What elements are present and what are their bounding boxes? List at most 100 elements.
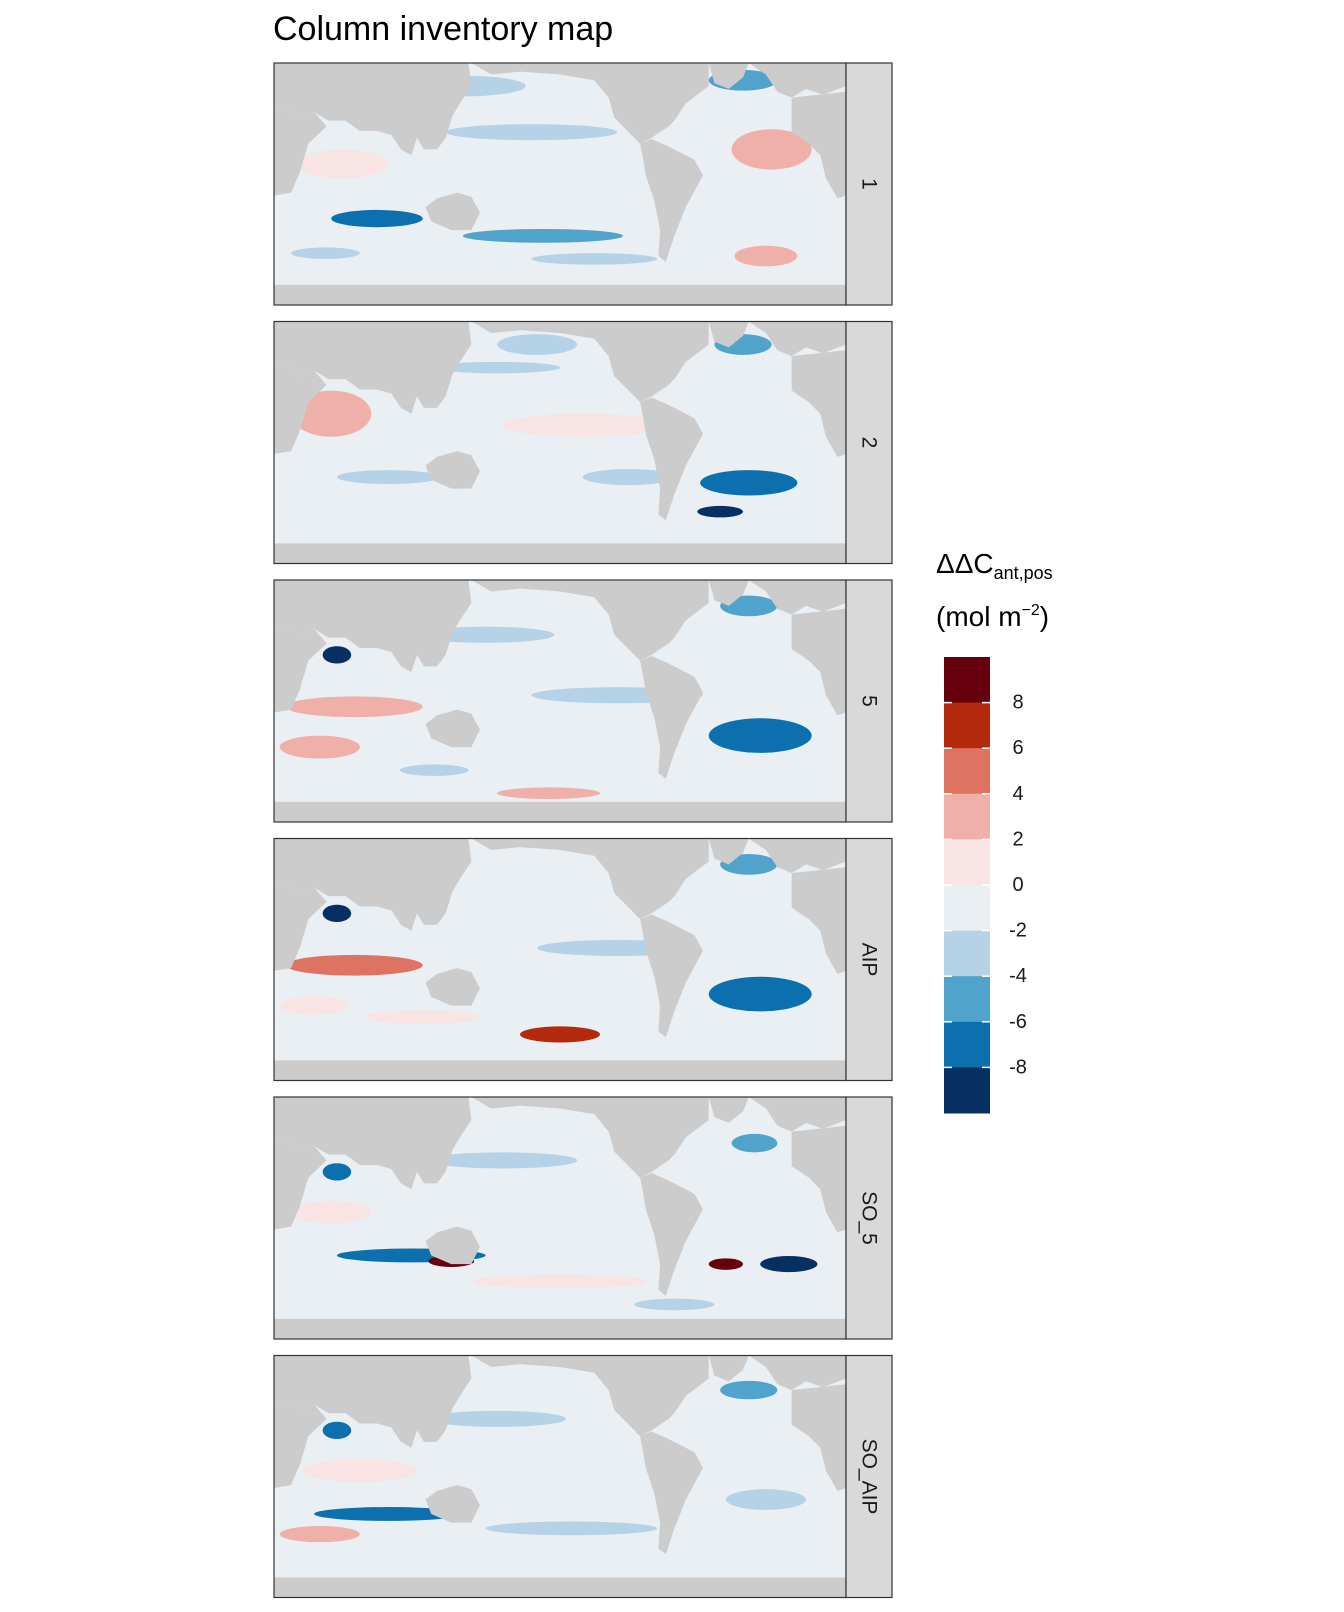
region-cell: N. Pacific: -2 bbox=[428, 1410, 566, 1427]
legend-break-label: 8 bbox=[1012, 692, 1023, 714]
region-cell: S. Atlantic (west): 9 bbox=[708, 1258, 744, 1270]
land-samerica bbox=[640, 397, 703, 521]
region-cell: S. Indian: 3 bbox=[279, 735, 360, 759]
land-namerica bbox=[471, 580, 709, 661]
land-europe bbox=[748, 838, 846, 874]
legend-swatch bbox=[944, 839, 990, 886]
legend-swatch bbox=[944, 930, 990, 977]
legend-swatch bbox=[944, 1067, 990, 1114]
legend-break-label: 4 bbox=[1012, 783, 1023, 805]
land-namerica bbox=[471, 63, 709, 144]
region-cell: Red Sea: -7 bbox=[322, 1163, 352, 1181]
facet-strip bbox=[845, 320, 893, 565]
region-cell: Indian Ocean: 5 bbox=[285, 954, 423, 976]
legend-break-label: 6 bbox=[1012, 737, 1023, 759]
legend-break-label: -6 bbox=[1009, 1011, 1027, 1033]
map-area: Red Sea: -8 Indian Ocean: 4 S. Indian: 3 S.… bbox=[274, 580, 846, 822]
land-africa2 bbox=[791, 1125, 846, 1233]
legend-title: ΔΔCant,pos bbox=[936, 548, 1053, 583]
region-cell: Indian Ocean: 2 bbox=[302, 1459, 417, 1483]
map-area: Red Sea: -8 Indian Ocean: 5 S. Pacific: 7 S… bbox=[274, 838, 846, 1081]
land-australia bbox=[425, 451, 480, 489]
legend-break-label: 0 bbox=[1012, 874, 1023, 896]
land-africa2 bbox=[791, 867, 846, 974]
legend-title-subscript: ant,pos bbox=[994, 563, 1053, 583]
facet-panel-5: Red Sea: -8 Indian Ocean: 4 S. Indian: 3 S.… bbox=[273, 579, 893, 823]
land-australia bbox=[425, 1226, 480, 1265]
land-australia bbox=[425, 192, 480, 231]
land-greenland bbox=[708, 1355, 749, 1382]
land-australia bbox=[425, 1485, 480, 1523]
region-cell: W. Indian: 2 bbox=[279, 996, 349, 1015]
legend-break-label: -8 bbox=[1009, 1056, 1027, 1078]
land-africa bbox=[274, 367, 327, 455]
land-namerica bbox=[471, 838, 709, 920]
land-greenland bbox=[708, 838, 749, 865]
land-australia bbox=[425, 709, 480, 748]
facet-label: 1 bbox=[858, 178, 881, 190]
legend-title-main: ΔΔC bbox=[936, 548, 994, 579]
region-cell: S. Pacific (south): -3 bbox=[531, 253, 658, 265]
facet-strip bbox=[845, 1096, 893, 1340]
land-africa bbox=[274, 109, 327, 196]
legend-break-label: 2 bbox=[1012, 828, 1023, 850]
legend: ΔΔCant,pos (mol m−2) 8 6 4 2 0 -2 -4 -6 -8 bbox=[936, 548, 1053, 1114]
facet-label: SO_AIP bbox=[858, 1439, 881, 1515]
facet-label: AIP bbox=[858, 943, 881, 977]
region-cell: Trop. Pacific: 1 bbox=[502, 413, 663, 437]
land-africa bbox=[274, 1143, 327, 1230]
land-europe bbox=[748, 1097, 846, 1132]
region-cell: Arabian Sea: 3 bbox=[291, 390, 372, 437]
region-cell: S. Indian: -7 bbox=[314, 1507, 463, 1521]
land-africa2 bbox=[791, 608, 846, 716]
region-cell: N. Pacific: -3 bbox=[497, 334, 578, 355]
facet-strip bbox=[845, 62, 893, 306]
legend-colorbar: 8 6 4 2 0 -2 -4 -6 -8 bbox=[944, 657, 1027, 1114]
land-africa bbox=[274, 626, 327, 713]
map-area: N. Pacific (west): -3N. Pacific: -2N. At… bbox=[274, 63, 846, 305]
legend-unit-superscript: −2 bbox=[1022, 602, 1040, 619]
legend-swatch bbox=[944, 657, 990, 704]
legend-unit-suffix: ) bbox=[1040, 601, 1049, 632]
facet-strip bbox=[845, 837, 893, 1082]
land-europe bbox=[748, 580, 846, 615]
chart-title: Column inventory map bbox=[273, 10, 613, 48]
region-cell: Southern Ocean: -2 bbox=[291, 247, 360, 259]
land-samerica bbox=[640, 1431, 703, 1555]
legend-swatch bbox=[944, 793, 990, 840]
region-cell: S. Indian: -3 bbox=[336, 470, 440, 484]
land-europe bbox=[748, 321, 846, 357]
legend-unit-prefix: (mol m bbox=[936, 601, 1022, 632]
land-asia bbox=[274, 1355, 472, 1448]
facet-strip bbox=[845, 579, 893, 823]
land-samerica bbox=[640, 656, 703, 779]
region-cell: S. Indian: 2 bbox=[365, 1010, 480, 1025]
legend-swatch bbox=[944, 885, 990, 932]
region-cell: N. Atlantic: -4 bbox=[731, 1133, 778, 1153]
land-samerica bbox=[640, 139, 703, 262]
legend-break-label: -4 bbox=[1009, 965, 1027, 987]
land-greenland bbox=[708, 63, 749, 89]
region-cell: Trop. Atlantic: 3 bbox=[731, 129, 812, 170]
region-cell: N. Atlantic: -5 bbox=[720, 1380, 778, 1400]
legend-unit: (mol m−2) bbox=[936, 601, 1049, 632]
region-cell: Drake Passage: -3 bbox=[634, 1298, 715, 1311]
region-cell: Indian Ocean: 4 bbox=[285, 696, 423, 718]
region-cell: Red Sea: -7 bbox=[322, 1421, 352, 1440]
region-cell: Indian Ocean: 1 bbox=[296, 149, 389, 179]
region-cell: N. Pacific: -2 bbox=[428, 1152, 578, 1169]
facet-strip bbox=[845, 1354, 893, 1599]
land-antarctica bbox=[274, 1318, 846, 1339]
facet-label: 5 bbox=[858, 695, 881, 707]
region-cell: S. Pacific: 3 bbox=[497, 787, 601, 799]
region-cell: S. Atlantic: 3 bbox=[734, 245, 798, 267]
land-africa2 bbox=[791, 91, 846, 199]
map-area: Red Sea: -7S. Indian: -7S. of Australia:… bbox=[274, 1097, 846, 1339]
region-cell: S. Atlantic (west): -8 bbox=[697, 505, 744, 518]
region-cell: S. Pacific: -3 bbox=[582, 469, 675, 486]
region-cell: S. Atlantic: -8 bbox=[760, 1256, 818, 1273]
map-area: Red Sea: -7 S. Indian: -7 N. Atlantic: -5 N… bbox=[274, 1355, 846, 1598]
facet-panel-1: N. Pacific (west): -3N. Pacific: -2N. At… bbox=[273, 62, 893, 306]
land-greenland bbox=[708, 1097, 749, 1123]
